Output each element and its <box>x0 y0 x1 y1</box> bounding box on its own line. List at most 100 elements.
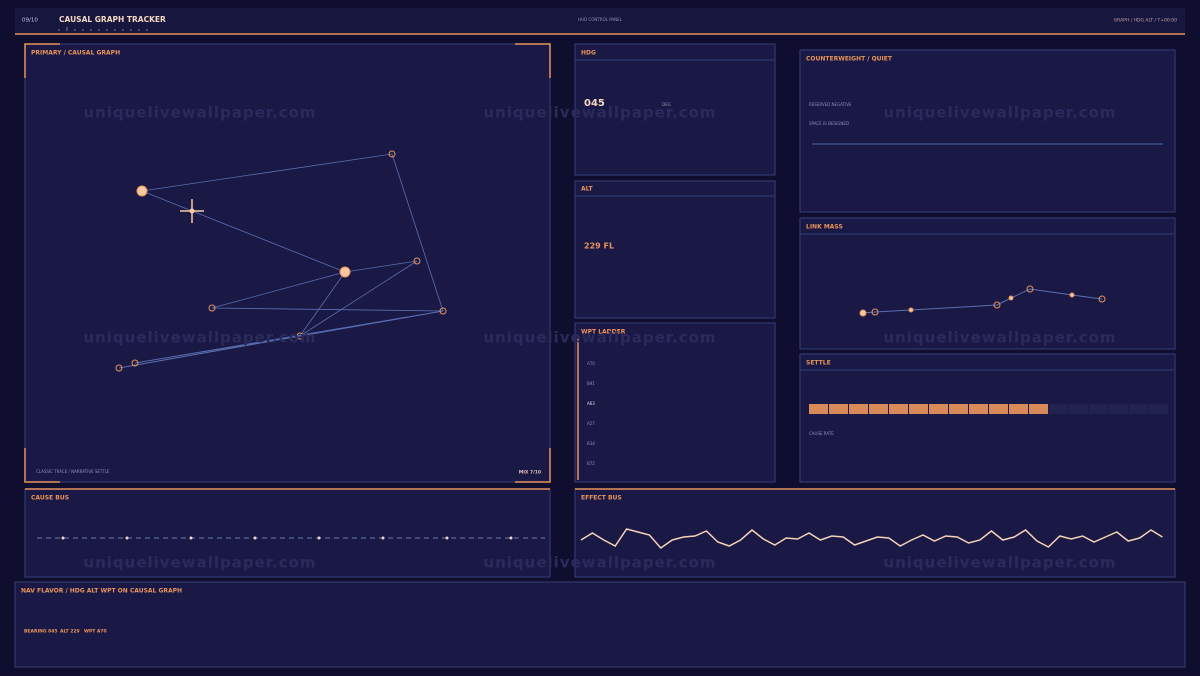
settle-cell <box>1129 404 1148 414</box>
graph-node <box>208 304 216 312</box>
panel-footer: MIX 7/10 <box>519 470 541 476</box>
link-node <box>993 301 1001 309</box>
primary-panel <box>24 43 551 483</box>
link-mass-panel <box>799 217 1176 350</box>
graph-edge <box>391 153 444 312</box>
panel-title: LINK MASS <box>806 224 843 231</box>
settle-cell <box>869 404 888 414</box>
bus-dot <box>509 536 513 540</box>
link-node <box>1008 295 1014 301</box>
settle-cell <box>809 404 828 414</box>
panel-title: SETTLE <box>806 360 831 367</box>
graph-edge <box>299 260 418 337</box>
settle-cell <box>1069 404 1088 414</box>
link-line <box>862 288 1103 314</box>
graph-node <box>131 359 139 367</box>
settle-cell <box>829 404 848 414</box>
watermark: uniquelivewallpaper.com <box>883 104 1116 122</box>
panel-title: EFFECT BUS <box>581 495 622 502</box>
effect-bus-panel <box>574 488 1176 578</box>
graph-edge <box>344 260 418 273</box>
link-node <box>1069 292 1075 298</box>
settle-cell <box>949 404 968 414</box>
graph-node <box>115 364 123 372</box>
corner-brackets <box>24 43 551 483</box>
watermark: uniquelivewallpaper.com <box>883 329 1116 347</box>
graph-edge <box>299 271 346 337</box>
crosshair-center <box>189 208 195 214</box>
settle-cell <box>1109 404 1128 414</box>
nav-readout: BEARING 045 <box>24 629 58 635</box>
link-node <box>908 307 914 313</box>
panel-title: ALT <box>581 186 593 193</box>
graph-edge <box>118 310 444 369</box>
settle-cell <box>929 404 948 414</box>
settle-cell <box>1029 404 1048 414</box>
wpt-item: A63 <box>587 401 595 406</box>
wpt-item: A27 <box>587 421 595 426</box>
hdg-panel <box>574 43 776 176</box>
wpt-item: A70 <box>587 361 595 366</box>
app-title: CAUSAL GRAPH TRACKER <box>59 15 166 24</box>
effect-wave <box>580 528 1163 550</box>
bus-dot <box>253 536 257 540</box>
wpt-item: B34 <box>587 441 595 446</box>
settle-cell <box>989 404 1008 414</box>
bus-dot <box>317 536 321 540</box>
watermark: uniquelivewallpaper.com <box>483 554 716 572</box>
settle-cell <box>1009 404 1028 414</box>
nav-readout: WPT A70 <box>84 629 107 635</box>
settle-cell <box>1089 404 1108 414</box>
watermark: uniquelivewallpaper.com <box>83 329 316 347</box>
note-line: SPACE IS DESIGNED <box>809 121 849 126</box>
watermark: uniquelivewallpaper.com <box>83 104 316 122</box>
settle-cell <box>909 404 928 414</box>
link-node <box>1098 295 1106 303</box>
nav-panel <box>14 581 1186 668</box>
settle-panel <box>799 353 1176 483</box>
hdg-value: 045 <box>584 98 605 109</box>
watermark: uniquelivewallpaper.com <box>83 554 316 572</box>
panel-title: NAV FLAVOR / HDG ALT WPT ON CAUSAL GRAPH <box>21 588 182 595</box>
counterweight-panel <box>799 49 1176 213</box>
alt-panel <box>574 180 776 319</box>
link-node <box>871 308 879 316</box>
nav-readout: ALT 229 <box>60 629 80 635</box>
bus-dot <box>445 536 449 540</box>
settle-cell <box>969 404 988 414</box>
panel-footer: CLASSIC TRACE / NARRATIVE SETTLE <box>36 469 110 474</box>
watermark: uniquelivewallpaper.com <box>883 554 1116 572</box>
graph-edge <box>141 153 393 192</box>
page-indicator: 09/10 <box>22 18 38 24</box>
graph-node <box>413 257 421 265</box>
note-line: RESERVED NEGATIVE <box>809 102 852 107</box>
graph-node <box>296 332 304 340</box>
alt-value: 229 FL <box>584 242 614 251</box>
bus-dot <box>61 536 65 540</box>
watermark: uniquelivewallpaper.com <box>483 104 716 122</box>
link-node <box>859 309 867 317</box>
graph-node <box>136 185 148 197</box>
settle-cell <box>849 404 868 414</box>
panel-title: HDG <box>581 50 596 57</box>
graph-node <box>339 266 351 278</box>
settle-cell <box>1149 404 1168 414</box>
graph-edge <box>211 271 346 309</box>
panel-title: COUNTERWEIGHT / QUIET <box>806 56 893 63</box>
settle-caption: CAUSE RATE <box>809 431 834 436</box>
link-node <box>1026 285 1034 293</box>
bus-dot <box>189 536 193 540</box>
graph-node <box>439 307 447 315</box>
wpt-item: B72 <box>587 461 595 466</box>
hdg-unit: DEG <box>662 102 671 107</box>
bus-dot <box>125 536 129 540</box>
graph-node <box>388 150 396 158</box>
panel-title: WPT LADDER <box>581 329 626 336</box>
watermark: uniquelivewallpaper.com <box>483 329 716 347</box>
header-bar <box>15 8 1185 34</box>
panel-title: PRIMARY / CAUSAL GRAPH <box>31 50 120 57</box>
wpt-panel <box>574 322 776 483</box>
cause-bus-panel <box>24 488 551 578</box>
settle-cell <box>889 404 908 414</box>
